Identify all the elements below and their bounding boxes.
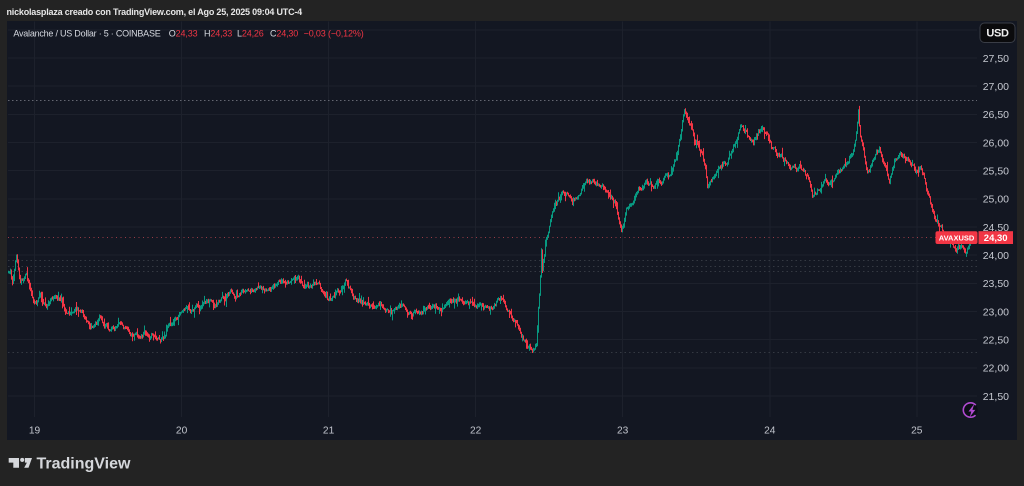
svg-text:25,50: 25,50 (983, 166, 1009, 178)
svg-text:20: 20 (176, 426, 188, 437)
svg-text:25: 25 (911, 426, 923, 437)
svg-text:21,50: 21,50 (983, 391, 1009, 403)
svg-text:Avalanche / US Dollar · 5 · CO: Avalanche / US Dollar · 5 · COINBASE O24,… (13, 29, 363, 39)
svg-text:AVAXUSD: AVAXUSD (939, 234, 975, 243)
svg-text:22: 22 (470, 426, 482, 437)
svg-text:19: 19 (29, 426, 41, 437)
svg-text:nickolasplaza creado con Tradi: nickolasplaza creado con TradingView.com… (7, 7, 303, 17)
svg-text:27,50: 27,50 (983, 53, 1009, 65)
svg-text:23,50: 23,50 (983, 278, 1009, 290)
svg-text:25,00: 25,00 (983, 194, 1009, 206)
svg-text:26,00: 26,00 (983, 137, 1009, 149)
svg-text:23: 23 (617, 426, 629, 437)
svg-text:21: 21 (323, 426, 335, 437)
svg-text:27,00: 27,00 (983, 81, 1009, 93)
svg-text:23,00: 23,00 (983, 306, 1009, 318)
svg-text:24,50: 24,50 (983, 222, 1009, 234)
svg-text:TradingView: TradingView (37, 456, 132, 473)
svg-text:26,50: 26,50 (983, 109, 1009, 121)
svg-text:22,00: 22,00 (983, 363, 1009, 375)
svg-text:24: 24 (764, 426, 776, 437)
svg-text:22,50: 22,50 (983, 334, 1009, 346)
svg-text:24,30: 24,30 (984, 233, 1008, 244)
svg-text:24,00: 24,00 (983, 250, 1009, 262)
svg-text:USD: USD (986, 28, 1009, 40)
